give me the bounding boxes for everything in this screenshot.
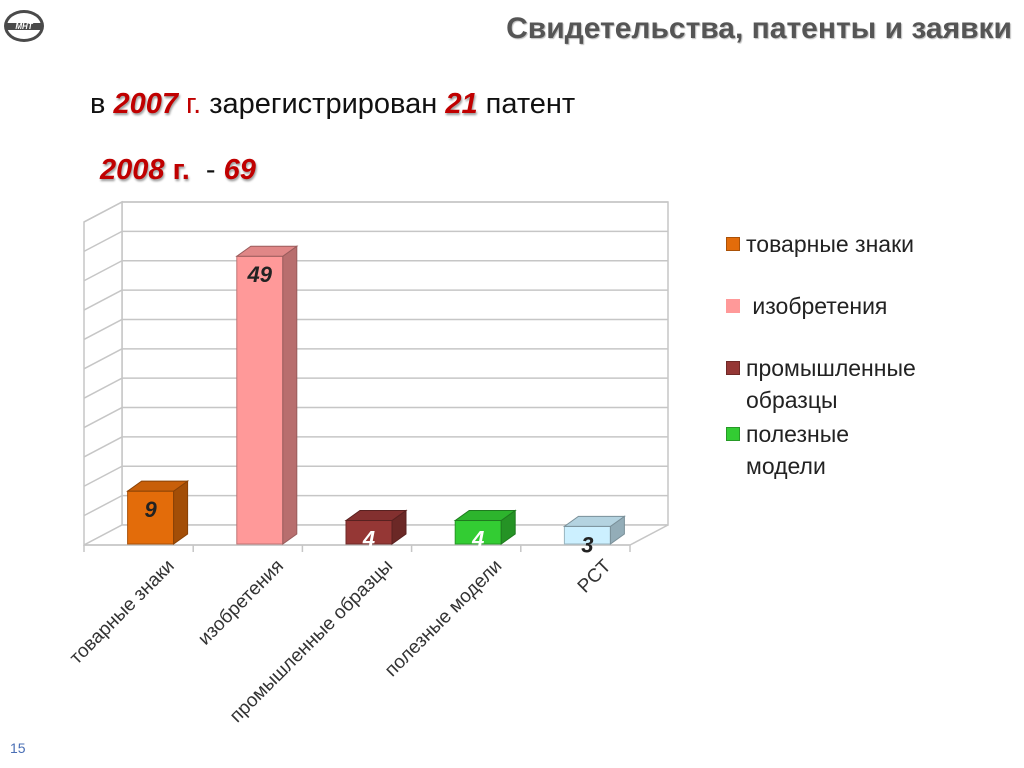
bar-4: 4 (453, 509, 517, 552)
summary-2007-suffix: патент (477, 88, 576, 120)
summary-2007: в 2007 г. зарегистрирован 21 патент (90, 88, 575, 121)
legend-swatch (726, 237, 740, 251)
side-gridline (83, 318, 123, 341)
side-wall (83, 200, 123, 547)
summary-2008-count: 69 (223, 154, 256, 186)
x-tick-label: PCT (574, 555, 616, 597)
bar-top (344, 510, 408, 522)
summary-2008-year: 2008 (100, 154, 165, 186)
bar-value-label: 4 (471, 527, 484, 552)
bar-top (235, 245, 299, 257)
side-gridline (83, 201, 123, 223)
side-gridline (83, 348, 123, 370)
side-gridline (83, 230, 123, 253)
side-gridline (83, 436, 123, 458)
slide-title: Свидетельства, патенты и заявки (506, 12, 1012, 45)
legend-label: промышленные образцы (746, 355, 916, 413)
summary-2008-year-unit: г. (164, 154, 190, 186)
bar-1: 9 (126, 480, 190, 545)
bar-2: 49 (235, 245, 299, 545)
legend-label: полезные модели (746, 421, 850, 479)
bar-top (453, 510, 517, 522)
back-wall (121, 201, 669, 526)
bar-value-label: 3 (581, 532, 593, 557)
legend-label: изобретения (746, 293, 888, 319)
summary-2008-dash: - (189, 154, 224, 186)
legend-swatch (726, 299, 740, 313)
summary-2007-prefix: в (90, 88, 114, 120)
bar-front (236, 255, 284, 545)
bar-side (173, 480, 189, 545)
bar-side (282, 245, 298, 545)
bar-3: 4 (344, 509, 408, 552)
side-gridline (83, 465, 123, 487)
logo-text: МНТ (15, 22, 33, 31)
legend-swatch (726, 361, 740, 375)
side-gridline (83, 494, 123, 517)
company-logo: МНТ (4, 10, 44, 42)
legend-swatch (726, 427, 740, 441)
bar-value-label: 49 (247, 262, 273, 287)
bar-5: 3 (562, 515, 626, 557)
summary-2007-year: 2007 (113, 88, 178, 120)
summary-2008: 2008 г. - 69 (100, 154, 256, 187)
page-number: 15 (10, 740, 26, 756)
bar-top (126, 480, 190, 492)
side-gridline (83, 260, 123, 282)
x-tick-label: изобретения (194, 556, 288, 650)
x-tick-label: полезные модели (381, 556, 506, 681)
bar-top (562, 515, 626, 527)
bar-value-label: 4 (362, 527, 375, 552)
side-gridline (83, 289, 123, 311)
x-tick-label: товарные знаки (66, 556, 179, 669)
bar-value-label: 9 (144, 497, 157, 522)
summary-2007-year-unit: г. (177, 88, 202, 120)
legend-label: товарные знаки (746, 231, 914, 257)
side-gridline (83, 377, 123, 399)
side-gridline (83, 406, 123, 429)
summary-2007-count: 21 (445, 88, 478, 120)
summary-2007-middle: зарегистрирован (201, 88, 446, 120)
